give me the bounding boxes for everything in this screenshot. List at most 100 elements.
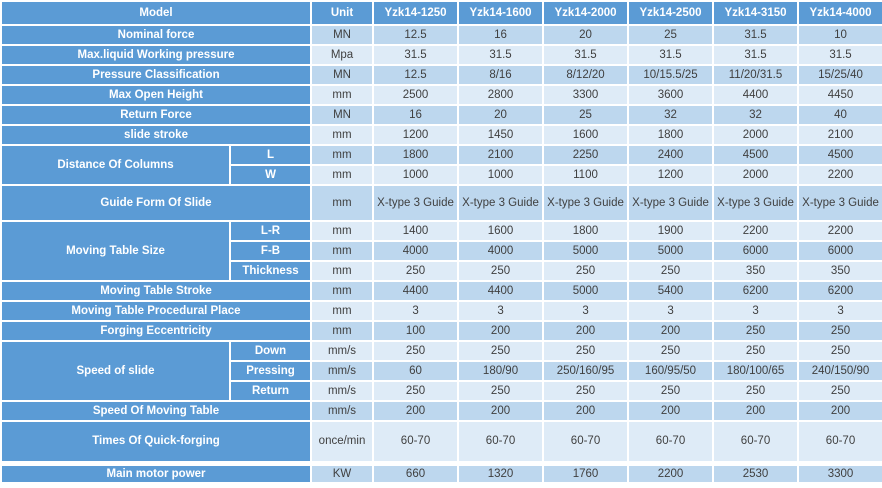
value-cell: 6200 bbox=[712, 280, 800, 302]
table-row: Return Force MN 16 20 25 32 32 40 bbox=[0, 104, 882, 126]
value-cell: 4450 bbox=[797, 84, 882, 106]
value-cell: 3 bbox=[542, 300, 630, 322]
value-cell: X-type 3 Guide bbox=[627, 184, 715, 222]
value-cell: 200 bbox=[712, 400, 800, 422]
value-cell: 32 bbox=[627, 104, 715, 126]
value-cell: 2100 bbox=[797, 124, 882, 146]
unit-cell: mm/s bbox=[310, 400, 375, 422]
value-cell: 20 bbox=[542, 24, 630, 46]
value-cell: 2200 bbox=[797, 220, 882, 242]
value-cell: 250 bbox=[372, 380, 460, 402]
table-row: slide stroke mm 1200 1450 1600 1800 2000… bbox=[0, 124, 882, 146]
value-cell: 1800 bbox=[627, 124, 715, 146]
table-row: Main motor power KW 660 1320 1760 2200 2… bbox=[0, 460, 882, 484]
value-cell: 250 bbox=[797, 320, 882, 342]
table-row: W mm 1000 1000 1100 1200 2000 2200 bbox=[1, 164, 882, 186]
value-cell: X-type 3 Guide bbox=[797, 184, 882, 222]
table-row: Moving Table Size L-R mm 1400 1600 1800 … bbox=[0, 220, 882, 282]
row-label: Forging Eccentricity bbox=[0, 320, 313, 342]
value-cell: 3300 bbox=[797, 460, 882, 484]
table-row: Moving Table Procedural Place mm 3 3 3 3… bbox=[0, 300, 882, 322]
value-cell: 4000 bbox=[457, 240, 545, 262]
unit-cell: mm bbox=[310, 84, 375, 106]
value-cell: 250 bbox=[712, 380, 800, 402]
value-cell: 60-70 bbox=[797, 420, 882, 464]
value-cell: X-type 3 Guide bbox=[712, 184, 800, 222]
value-cell: 1600 bbox=[542, 124, 630, 146]
value-cell: 250 bbox=[542, 340, 630, 362]
value-cell: 200 bbox=[627, 320, 715, 342]
value-cell: 6200 bbox=[797, 280, 882, 302]
value-cell: 10/15.5/25 bbox=[627, 64, 715, 86]
value-cell: 40 bbox=[797, 104, 882, 126]
value-cell: 31.5 bbox=[627, 44, 715, 66]
model-column-header: Yzk14-1600 bbox=[457, 0, 545, 26]
value-cell: 3600 bbox=[627, 84, 715, 106]
value-cell: 5000 bbox=[542, 280, 630, 302]
value-cell: 4500 bbox=[712, 144, 800, 166]
value-cell: 2250 bbox=[542, 144, 630, 166]
row-label: Max.liquid Working pressure bbox=[0, 44, 313, 66]
unit-cell: MN bbox=[310, 104, 375, 126]
value-cell: 2100 bbox=[457, 144, 545, 166]
value-cell: X-type 3 Guide bbox=[457, 184, 545, 222]
value-cell: 4400 bbox=[372, 280, 460, 302]
value-cell: 12.5 bbox=[372, 64, 460, 86]
table-row: Return mm/s 250 250 250 250 250 250 bbox=[1, 380, 882, 402]
row-label: Nominal force bbox=[0, 24, 313, 46]
unit-cell: mm bbox=[310, 320, 375, 342]
value-cell: 1900 bbox=[627, 220, 715, 242]
value-cell: 250 bbox=[797, 340, 882, 362]
row-group-label: Moving Table Size bbox=[0, 220, 231, 282]
value-cell: 60 bbox=[372, 360, 460, 382]
model-column-header: Yzk14-3150 bbox=[712, 0, 800, 26]
value-cell: 250 bbox=[797, 380, 882, 402]
value-cell: 240/150/90 bbox=[797, 360, 882, 382]
value-cell: 660 bbox=[372, 460, 460, 484]
table-row: Pressure Classification MN 12.5 8/16 8/1… bbox=[0, 64, 882, 86]
value-cell: 31.5 bbox=[542, 44, 630, 66]
value-cell: 2200 bbox=[797, 164, 882, 186]
unit-cell: once/min bbox=[310, 420, 375, 464]
value-cell: 31.5 bbox=[712, 24, 800, 46]
value-cell: 200 bbox=[542, 400, 630, 422]
value-cell: 1800 bbox=[372, 144, 460, 166]
table-row: Forging Eccentricity mm 100 200 200 200 … bbox=[0, 320, 882, 342]
value-cell: 4000 bbox=[372, 240, 460, 262]
model-header: Model bbox=[0, 0, 313, 26]
value-cell: 1100 bbox=[542, 164, 630, 186]
unit-cell: KW bbox=[310, 460, 375, 484]
unit-cell: mm bbox=[310, 240, 375, 262]
model-column-header: Yzk14-1250 bbox=[372, 0, 460, 26]
unit-cell: mm bbox=[310, 280, 375, 302]
value-cell: 250 bbox=[457, 380, 545, 402]
value-cell: 250 bbox=[542, 260, 630, 282]
value-cell: 250/160/95 bbox=[542, 360, 630, 382]
value-cell: 12.5 bbox=[372, 24, 460, 46]
table-row: Nominal force MN 12.5 16 20 25 31.5 10 bbox=[0, 24, 882, 46]
value-cell: 160/95/50 bbox=[627, 360, 715, 382]
value-cell: 8/12/20 bbox=[542, 64, 630, 86]
value-cell: 11/20/31.5 bbox=[712, 64, 800, 86]
row-label: Speed Of Moving Table bbox=[0, 400, 313, 422]
value-cell: 5000 bbox=[542, 240, 630, 262]
value-cell: 250 bbox=[457, 340, 545, 362]
value-cell: 250 bbox=[627, 260, 715, 282]
unit-cell: mm bbox=[310, 220, 375, 242]
value-cell: 3 bbox=[457, 300, 545, 322]
value-cell: 1200 bbox=[372, 124, 460, 146]
model-column-header: Yzk14-2000 bbox=[542, 0, 630, 26]
value-cell: 4400 bbox=[712, 84, 800, 106]
value-cell: 20 bbox=[457, 104, 545, 126]
row-sublabel: Down bbox=[228, 340, 313, 362]
unit-cell: mm/s bbox=[310, 380, 375, 402]
value-cell: 200 bbox=[797, 400, 882, 422]
value-cell: 60-70 bbox=[457, 420, 545, 464]
value-cell: 4400 bbox=[457, 280, 545, 302]
value-cell: 1200 bbox=[627, 164, 715, 186]
value-cell: 1450 bbox=[457, 124, 545, 146]
value-cell: 1400 bbox=[372, 220, 460, 242]
value-cell: 8/16 bbox=[457, 64, 545, 86]
value-cell: 100 bbox=[372, 320, 460, 342]
